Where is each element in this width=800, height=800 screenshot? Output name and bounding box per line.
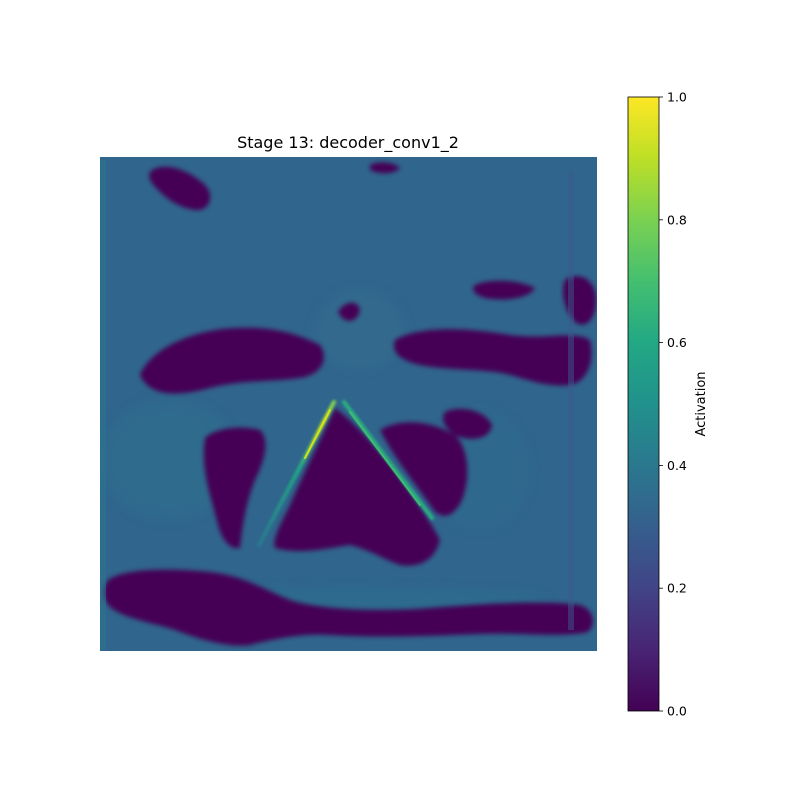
colorbar-tick-label: 0.0 bbox=[667, 704, 687, 719]
triangle-edges bbox=[257, 400, 434, 547]
colorbar-label: Activation bbox=[694, 371, 709, 436]
triangle-right-edge bbox=[342, 400, 434, 520]
colorbar-gradient bbox=[628, 97, 659, 711]
heatmap-image bbox=[100, 157, 597, 651]
triangle-left-edge-core bbox=[304, 409, 331, 459]
left-edge-artifact bbox=[100, 160, 106, 650]
right-edge-artifact bbox=[568, 170, 574, 630]
colorbar-ticks: 0.0 0.2 0.4 0.6 0.8 1.0 bbox=[659, 90, 687, 719]
colorbar-tick-label: 0.6 bbox=[667, 335, 687, 350]
colorbar-tick-label: 0.8 bbox=[667, 212, 687, 227]
triangle-right-edge-core bbox=[349, 411, 421, 506]
colorbar-frame bbox=[627, 96, 660, 712]
low-activation-regions bbox=[103, 162, 596, 646]
colorbar-tick-label: 0.2 bbox=[667, 581, 687, 596]
colorbar-tick-label: 1.0 bbox=[667, 90, 687, 105]
colorbar: 0.0 0.2 0.4 0.6 0.8 1.0 Activation bbox=[627, 90, 709, 719]
colorbar-tick-label: 0.4 bbox=[667, 458, 687, 473]
chart-title: Stage 13: decoder_conv1_2 bbox=[237, 133, 459, 153]
